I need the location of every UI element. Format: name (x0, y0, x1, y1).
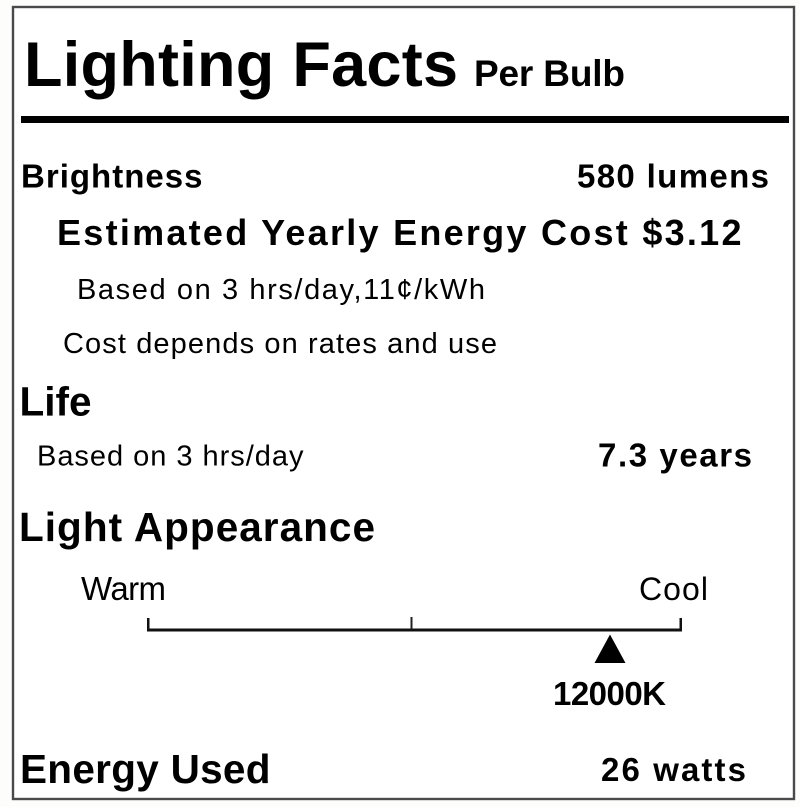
svg-text:Estimated Yearly Energy Cost $: Estimated Yearly Energy Cost $3.12 (57, 212, 742, 253)
svg-text:Per Bulb: Per Bulb (474, 53, 625, 94)
svg-text:7.3 years: 7.3 years (598, 437, 752, 474)
svg-text:Life: Life (20, 379, 92, 425)
svg-text:Warm: Warm (81, 570, 166, 607)
svg-text:Brightness: Brightness (21, 158, 203, 195)
svg-text:Lighting Facts: Lighting Facts (24, 30, 458, 100)
svg-text:580 lumens: 580 lumens (577, 158, 769, 195)
svg-text:Light Appearance: Light Appearance (19, 504, 375, 550)
svg-text:Based on 3 hrs/day,11¢/kWh: Based on 3 hrs/day,11¢/kWh (77, 274, 485, 306)
svg-text:Cost depends on rates and use: Cost depends on rates and use (63, 328, 497, 360)
svg-text:12000K: 12000K (553, 675, 666, 712)
svg-text:Cool: Cool (639, 571, 708, 607)
svg-text:Energy Used: Energy Used (20, 746, 271, 792)
svg-text:26 watts: 26 watts (601, 751, 746, 788)
svg-text:Based on 3 hrs/day: Based on 3 hrs/day (37, 441, 304, 473)
